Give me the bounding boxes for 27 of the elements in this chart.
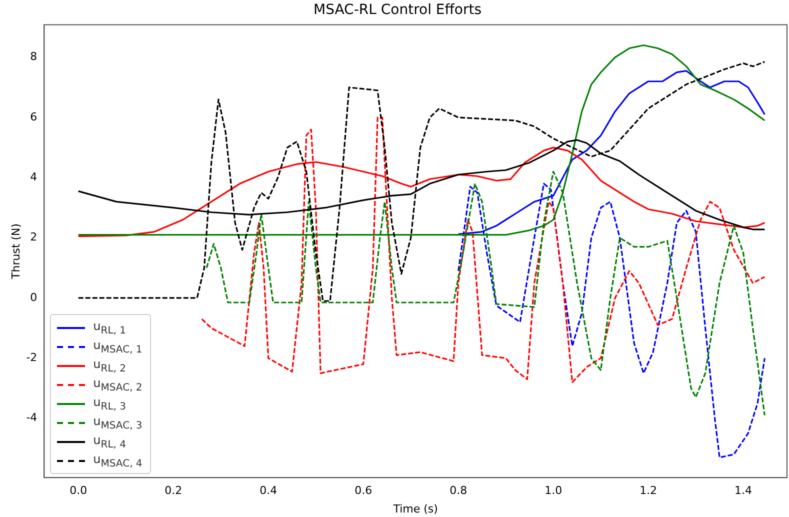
legend-label: u$_{MSAC, 1}$ <box>93 338 142 356</box>
y-axis-title: Thrust (N) <box>9 223 22 280</box>
line-series <box>78 61 766 302</box>
x-tick-label: 0.4 <box>260 484 278 498</box>
x-tick-label: 0.0 <box>70 484 88 498</box>
x-tick-label: 1.2 <box>640 484 658 498</box>
legend-label: u$_{MSAC, 4}$ <box>93 452 142 470</box>
legend-label: u$_{RL, 3}$ <box>93 395 126 413</box>
y-tick-label: 0 <box>30 290 38 304</box>
y-tick-label: 8 <box>30 50 38 64</box>
x-tick-label: 0.6 <box>354 484 372 498</box>
y-tick-label: 2 <box>30 230 38 244</box>
x-tick-label: 1.4 <box>734 484 752 498</box>
legend-label: u$_{MSAC, 3}$ <box>93 414 142 432</box>
legend-label: u$_{RL, 4}$ <box>93 433 126 451</box>
y-tick-label: -2 <box>26 351 38 364</box>
legend-label: u$_{RL, 1}$ <box>93 319 126 337</box>
y-tick-label: 4 <box>30 170 38 184</box>
x-tick-label: 0.8 <box>450 484 468 498</box>
legend-label: u$_{MSAC, 2}$ <box>93 376 142 394</box>
y-tick-label: -4 <box>26 411 38 424</box>
legend-label: u$_{RL, 2}$ <box>93 357 126 375</box>
x-tick-label: 1.0 <box>544 484 562 498</box>
x-tick-label: 0.2 <box>164 484 182 498</box>
x-axis-title: Time (s) <box>392 502 438 516</box>
y-tick-label: 6 <box>30 110 38 124</box>
chart-title: MSAC-RL Control Efforts <box>313 2 482 18</box>
